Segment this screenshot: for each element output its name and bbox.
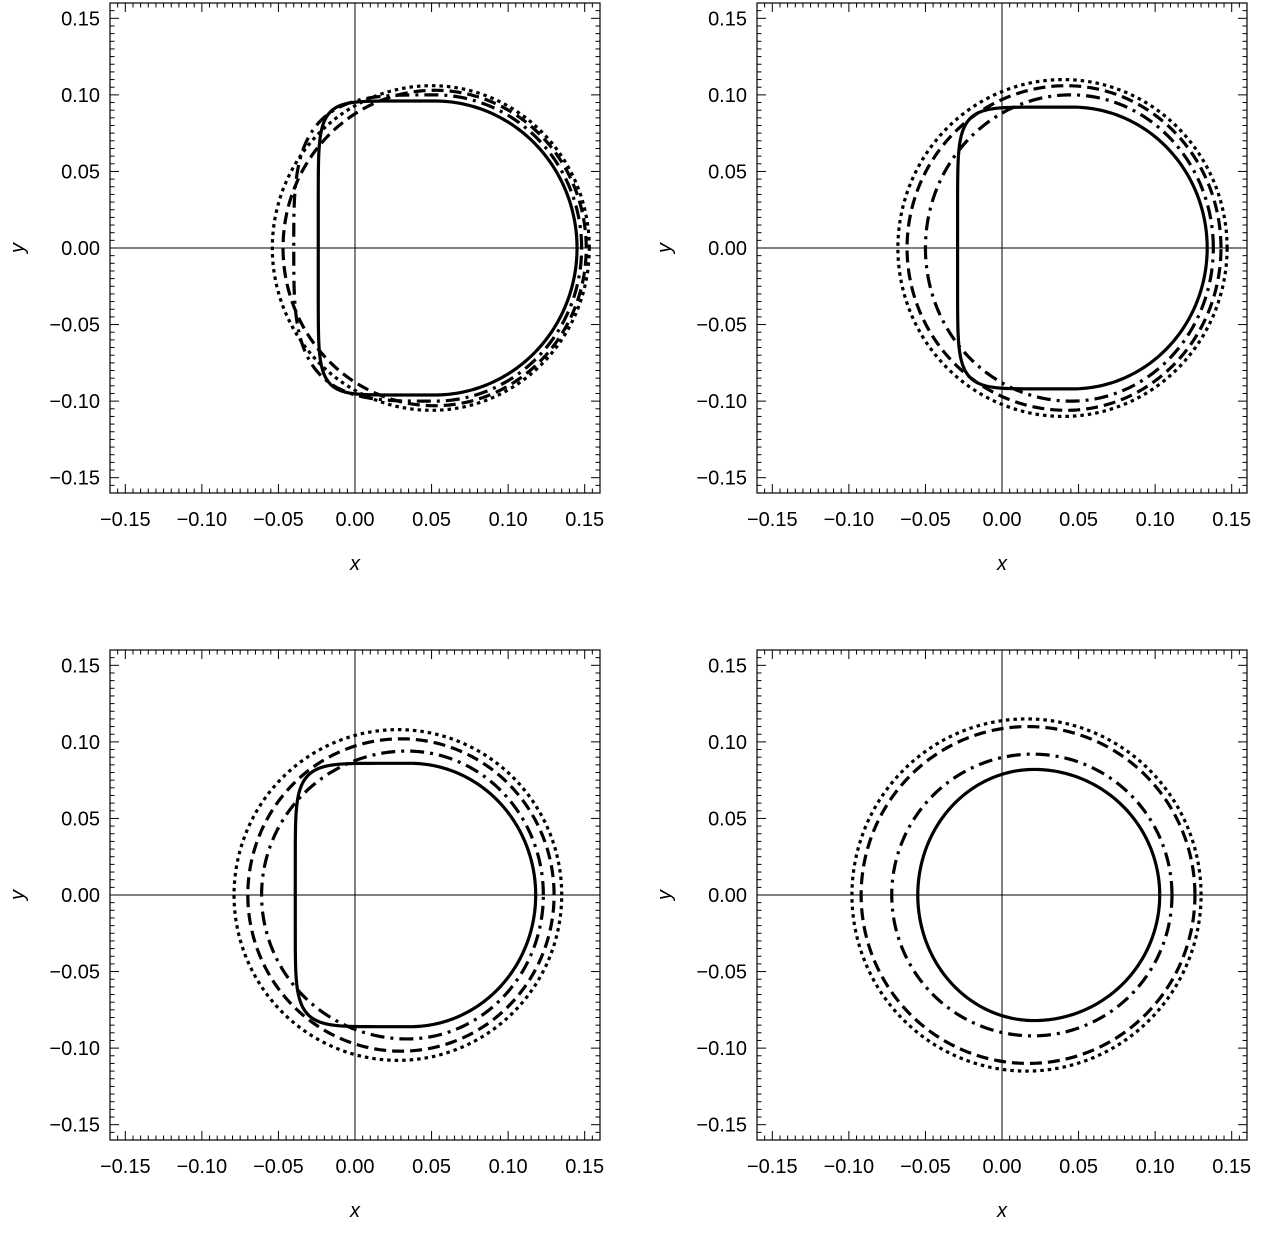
y-tick-label: −0.10 xyxy=(49,391,100,413)
curve-dashed xyxy=(281,88,588,408)
x-tick-label: 0.00 xyxy=(983,1156,1022,1178)
x-tick-label: −0.15 xyxy=(747,1156,798,1178)
x-tick-label: −0.10 xyxy=(824,509,875,531)
curve-dotted xyxy=(232,728,564,1062)
y-axis-label: y xyxy=(7,242,29,255)
y-tick-label: 0.05 xyxy=(708,808,747,830)
y-tick-label: −0.10 xyxy=(696,391,747,413)
curve-dashdot xyxy=(923,93,1215,403)
y-tick-label: 0.15 xyxy=(708,8,747,30)
x-axis-label: x xyxy=(996,1200,1008,1222)
x-tick-label: 0.05 xyxy=(1059,1156,1098,1178)
axis-ticks xyxy=(110,3,600,493)
x-tick-label: −0.10 xyxy=(177,509,228,531)
curve-dashed xyxy=(246,737,556,1053)
plot-panel-top-left: −0.15 −0.10 −0.05 0.00 0.05 0.10 0.15 −0.15 −0.1… xyxy=(0,0,635,610)
x-axis-label: x xyxy=(349,553,361,575)
x-tick-label: 0.15 xyxy=(1212,509,1251,531)
x-tick-label: 0.00 xyxy=(336,509,375,531)
y-tick-label: 0.10 xyxy=(708,85,747,107)
x-tick-label: −0.15 xyxy=(100,509,151,531)
y-axis-label: y xyxy=(7,889,29,902)
x-tick-label: 0.00 xyxy=(983,509,1022,531)
figure: −0.15 −0.10 −0.05 0.00 0.05 0.10 0.15 −0.15 −0.1… xyxy=(0,0,1270,1222)
x-tick-label: 0.05 xyxy=(1059,509,1098,531)
y-axis-label: y xyxy=(654,889,676,902)
curves xyxy=(232,728,564,1062)
curve-solid xyxy=(955,105,1209,391)
y-tick-label: −0.15 xyxy=(49,1115,100,1137)
plot-svg: −0.15 −0.10 −0.05 0.00 0.05 0.10 0.15 −0.15 −0.1… xyxy=(7,2,604,575)
y-tick-label: −0.05 xyxy=(49,962,100,984)
y-tick-label: 0.10 xyxy=(61,732,100,754)
x-tick-label: −0.15 xyxy=(747,509,798,531)
y-tick-label: −0.05 xyxy=(696,962,747,984)
y-tick-label: −0.10 xyxy=(49,1038,100,1060)
axis-ticks xyxy=(110,650,600,1140)
y-tick-label: −0.15 xyxy=(49,468,100,490)
plot-panel-bottom-right: −0.15 −0.10 −0.05 0.00 0.05 0.10 0.15 −0.15 −0.1… xyxy=(647,647,1270,1257)
plot-panel-top-right: −0.15 −0.10 −0.05 0.00 0.05 0.10 0.15 −0.15 −0.1… xyxy=(647,0,1270,610)
curve-dotted xyxy=(896,77,1229,419)
y-axis-label: y xyxy=(654,242,676,255)
plot-svg: −0.15 −0.10 −0.05 0.00 0.05 0.10 0.15 −0.15 −0.1… xyxy=(654,649,1251,1222)
y-tick-label: −0.05 xyxy=(696,315,747,337)
x-tick-label: 0.15 xyxy=(1212,1156,1251,1178)
y-tick-label: 0.15 xyxy=(708,655,747,677)
x-tick-label: 0.10 xyxy=(1136,509,1175,531)
x-tick-label: 0.00 xyxy=(336,1156,375,1178)
curves xyxy=(270,84,591,412)
plot-svg: −0.15 −0.10 −0.05 0.00 0.05 0.10 0.15 −0.15 −0.1… xyxy=(7,649,604,1222)
x-tick-label: −0.05 xyxy=(253,1156,304,1178)
y-tick-label: 0.10 xyxy=(61,85,100,107)
axis-ticks xyxy=(757,650,1247,1140)
x-tick-label: 0.15 xyxy=(565,1156,604,1178)
curve-solid xyxy=(916,767,1162,1023)
x-tick-label: −0.10 xyxy=(177,1156,228,1178)
plot-svg: −0.15 −0.10 −0.05 0.00 0.05 0.10 0.15 −0.15 −0.1… xyxy=(654,2,1251,575)
x-tick-label: 0.05 xyxy=(412,509,451,531)
curve-dashed xyxy=(905,84,1223,412)
x-tick-label: 0.10 xyxy=(1136,1156,1175,1178)
curve-dotted xyxy=(270,84,591,412)
x-tick-label: −0.15 xyxy=(100,1156,151,1178)
x-tick-label: −0.05 xyxy=(253,509,304,531)
y-tick-label: 0.05 xyxy=(61,808,100,830)
curve-solid xyxy=(316,99,579,397)
y-tick-label: 0.15 xyxy=(61,8,100,30)
y-tick-label: 0.05 xyxy=(708,161,747,183)
x-tick-label: 0.10 xyxy=(489,509,528,531)
y-tick-label: 0.00 xyxy=(708,238,747,260)
curve-dashdot xyxy=(259,749,545,1041)
y-tick-label: 0.00 xyxy=(61,885,100,907)
curve-dotted xyxy=(850,717,1203,1073)
y-tick-label: −0.15 xyxy=(696,468,747,490)
curve-dashdot xyxy=(890,752,1174,1038)
x-tick-label: 0.15 xyxy=(565,509,604,531)
curve-dashed xyxy=(859,724,1197,1066)
y-tick-label: 0.15 xyxy=(61,655,100,677)
curve-solid xyxy=(293,761,538,1029)
curve-dashdot xyxy=(292,93,584,403)
curves xyxy=(896,77,1229,419)
y-tick-label: −0.10 xyxy=(696,1038,747,1060)
x-axis-label: x xyxy=(996,553,1008,575)
x-tick-label: 0.10 xyxy=(489,1156,528,1178)
y-tick-label: −0.15 xyxy=(696,1115,747,1137)
y-tick-label: −0.05 xyxy=(49,315,100,337)
x-tick-label: 0.05 xyxy=(412,1156,451,1178)
curves xyxy=(850,717,1203,1073)
x-axis-label: x xyxy=(349,1200,361,1222)
x-tick-label: −0.05 xyxy=(900,1156,951,1178)
y-tick-label: 0.00 xyxy=(708,885,747,907)
x-tick-label: −0.10 xyxy=(824,1156,875,1178)
plot-panel-bottom-left: −0.15 −0.10 −0.05 0.00 0.05 0.10 0.15 −0.15 −0.1… xyxy=(0,647,635,1257)
y-tick-label: 0.00 xyxy=(61,238,100,260)
y-tick-label: 0.10 xyxy=(708,732,747,754)
x-tick-label: −0.05 xyxy=(900,509,951,531)
y-tick-label: 0.05 xyxy=(61,161,100,183)
